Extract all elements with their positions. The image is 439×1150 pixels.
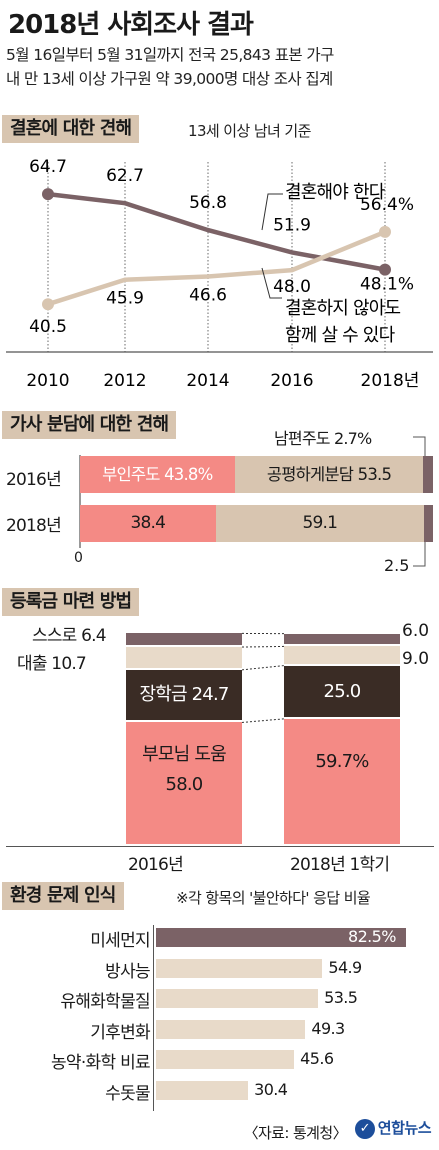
line-value-label: 62.7 [106, 166, 144, 186]
section-marriage-title: 결혼에 대한 견해 [2, 115, 140, 143]
environment-value: 30.4 [254, 1079, 288, 1099]
housework-bar-1-2: 공평하게분담 53.5 [234, 456, 424, 493]
line-chart-x-ticks: 2010 2012 2014 2016 2018년 [26, 371, 419, 391]
environment-label: 기후변화 [90, 1022, 150, 1043]
line-x-tick: 2016 [270, 371, 313, 391]
page-title: 2018년 사회조사 결과 [8, 10, 254, 40]
housework-label-2018: 2018년 [6, 516, 62, 536]
tuition-self-2018: 6.0 [402, 621, 430, 641]
housework-bar-2-2: 59.1 [215, 505, 425, 542]
line-value-label: 51.9 [273, 215, 311, 235]
section-tuition-title: 등록금 마련 방법 [2, 588, 140, 616]
source-credit: 〈자료: 통계청〉 [243, 1124, 348, 1142]
tuition-connector [241, 645, 285, 648]
environment-value: 54.9 [328, 957, 362, 977]
section-housework-title: 가사 분담에 대한 견해 [2, 411, 177, 439]
housework-connectors [79, 436, 426, 567]
section-environment-note: ※각 항목의 '불안하다' 응답 비율 [176, 889, 371, 907]
housework-bar-1-1: 부인주도 43.8% [80, 456, 235, 493]
section-marriage-note: 13세 이상 남녀 기준 [188, 122, 311, 140]
tuition-label-2016: 2016년 [128, 855, 184, 875]
line-point-1-4 [379, 263, 391, 276]
line-value-label: 56.8 [189, 193, 227, 213]
legend-connector-must-marry [261, 193, 283, 231]
environment-bar [156, 928, 406, 947]
legend-cohabit-line2: 함께 살 수 있다 [285, 325, 396, 346]
tuition-connectors [241, 632, 285, 723]
tuition-bar-loan-2 [284, 646, 400, 664]
housework-bar-2-1: 38.4 [80, 505, 216, 542]
line-x-tick: 2018년 [361, 371, 420, 391]
environment-label: 방사능 [105, 961, 151, 982]
environment-value: 53.5 [324, 988, 358, 1007]
line-value-label: 64.7 [29, 157, 67, 177]
environment-bar [156, 1019, 306, 1039]
line-series-2 [47, 229, 386, 307]
environment-value: 82.5% [348, 927, 396, 946]
environment-value: 49.3 [311, 1018, 345, 1038]
line-value-label: 48.0 [273, 277, 311, 297]
tuition-bar-scholarship-2: 25.0 [284, 665, 400, 717]
line-chart-series [42, 188, 391, 311]
environment-bar [156, 1050, 295, 1069]
tuition-self-label: 스스로 6.4 [32, 626, 107, 646]
tuition-bar-scholarship-1: 장학금 24.7 [126, 669, 242, 721]
line-chart-value-labels: 64.7 62.7 56.8 51.9 48.1% 40.5 45.9 46.6 48.0 56.… [29, 157, 414, 337]
environment-bar [156, 958, 323, 978]
section-environment-title: 환경 문제 인식 [2, 882, 124, 910]
yonhap-logo: ✓ 연합뉴스 [354, 1117, 432, 1139]
environment-label: 미세먼지 [90, 931, 150, 951]
line-x-tick: 2012 [103, 371, 146, 391]
line-value-label: 56.4% [360, 195, 414, 215]
line-value-label: 48.1% [360, 275, 414, 295]
tuition-connector [241, 665, 285, 671]
line-x-tick: 2014 [186, 371, 229, 391]
tuition-bar-parents-2: 59.7% [284, 718, 400, 844]
housework-bar-1-3 [423, 456, 433, 493]
subtitle-line-1: 5월 16일부터 5월 31일까지 전국 25,843 표본 가구 [6, 46, 334, 64]
tuition-baseline [6, 846, 434, 847]
line-point-2-4 [379, 225, 391, 238]
tuition-bar-loan-1 [126, 647, 242, 668]
husband-led-callout: 남편주도 2.7% [274, 429, 372, 448]
environment-label: 농약·화학 비료 [50, 1053, 151, 1073]
environment-bar [156, 989, 319, 1008]
line-chart-gridlines [47, 162, 386, 352]
tuition-loan-label: 대출 10.7 [17, 654, 87, 674]
environment-value: 45.6 [300, 1049, 334, 1068]
line-value-label: 40.5 [29, 317, 67, 337]
line-point-2-0 [42, 298, 54, 311]
environment-label: 유해화학물질 [60, 992, 150, 1012]
yonhap-logo-icon: ✓ [354, 1118, 375, 1139]
line-x-tick: 2010 [26, 371, 69, 391]
environment-label: 수돗물 [105, 1083, 151, 1104]
tuition-bar-self-2 [284, 633, 400, 645]
legend-connector-cohabit [261, 267, 282, 299]
marriage-line-chart: 64.7 62.7 56.8 51.9 48.1% 40.5 45.9 46.6 48.0 56.… [6, 157, 433, 391]
housework-bar-2-3 [424, 505, 433, 542]
housework-axis-zero: 0 [74, 550, 83, 566]
legend-must-marry: 결혼해야 한다 [285, 182, 386, 203]
tuition-label-2018: 2018년 1학기 [290, 855, 390, 875]
line-value-label: 46.6 [189, 285, 227, 305]
tuition-bar-self-1 [126, 633, 242, 646]
tuition-connector [241, 718, 285, 723]
subtitle-line-2: 내 만 13세 이상 가구원 약 39,000명 대상 조사 집계 [6, 70, 333, 88]
line-value-label: 45.9 [106, 289, 144, 309]
tuition-bar-parents-1: 부모님 도움 58.0 [126, 722, 242, 844]
housework-label-2016: 2016년 [6, 470, 62, 490]
legend-cohabit-line1: 결혼하지 않아도 [285, 298, 400, 319]
tuition-loan-2018: 9.0 [402, 649, 430, 669]
husband-led-2018-value: 2.5 [384, 556, 410, 575]
environment-axis [153, 925, 154, 1111]
environment-bar [156, 1080, 249, 1100]
line-point-1-0 [42, 188, 54, 201]
